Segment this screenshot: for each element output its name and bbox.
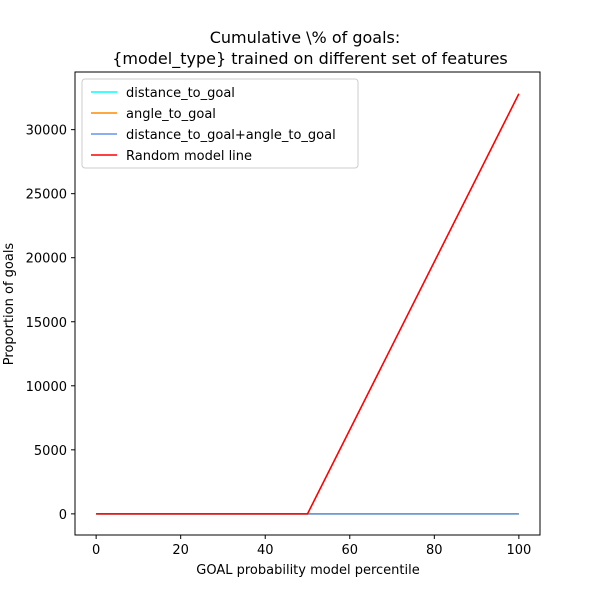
legend-label-2: distance_to_goal+angle_to_goal [126,128,336,143]
x-tick-label: 100 [506,543,531,558]
legend: distance_to_goal angle_to_goal distance_to… [81,78,359,169]
y-tick-label: 10000 [26,380,67,395]
y-axis-label: Proportion of goals [2,243,17,366]
legend-label-3: Random model line [126,149,252,164]
chart-title-line-1: Cumulative \% of goals: [210,28,401,47]
series-line-3 [96,93,520,515]
x-tick-label: 80 [426,543,443,558]
legend-box [81,78,359,169]
plot-area: 0 20 40 60 80 100 0 5000 10000 15000 20000 25000 300… [26,71,541,558]
x-tick-label: 40 [257,543,274,558]
legend-label-0: distance_to_goal [126,86,235,101]
x-tick-label: 20 [172,543,189,558]
y-tick-label: 20000 [26,252,67,267]
y-tick-label: 30000 [26,124,67,139]
x-tick-label: 60 [341,543,358,558]
x-tick-label: 0 [92,543,100,558]
x-axis-label: GOAL probability model percentile [196,563,419,578]
y-tick-label: 15000 [26,316,67,331]
legend-label-1: angle_to_goal [126,107,216,122]
y-tick-label: 5000 [34,444,67,459]
axes-frame [74,71,541,536]
chart-title-line-2: {model_type} trained on different set of… [112,49,508,69]
y-tick-label: 25000 [26,188,67,203]
y-tick-label: 0 [59,508,67,523]
